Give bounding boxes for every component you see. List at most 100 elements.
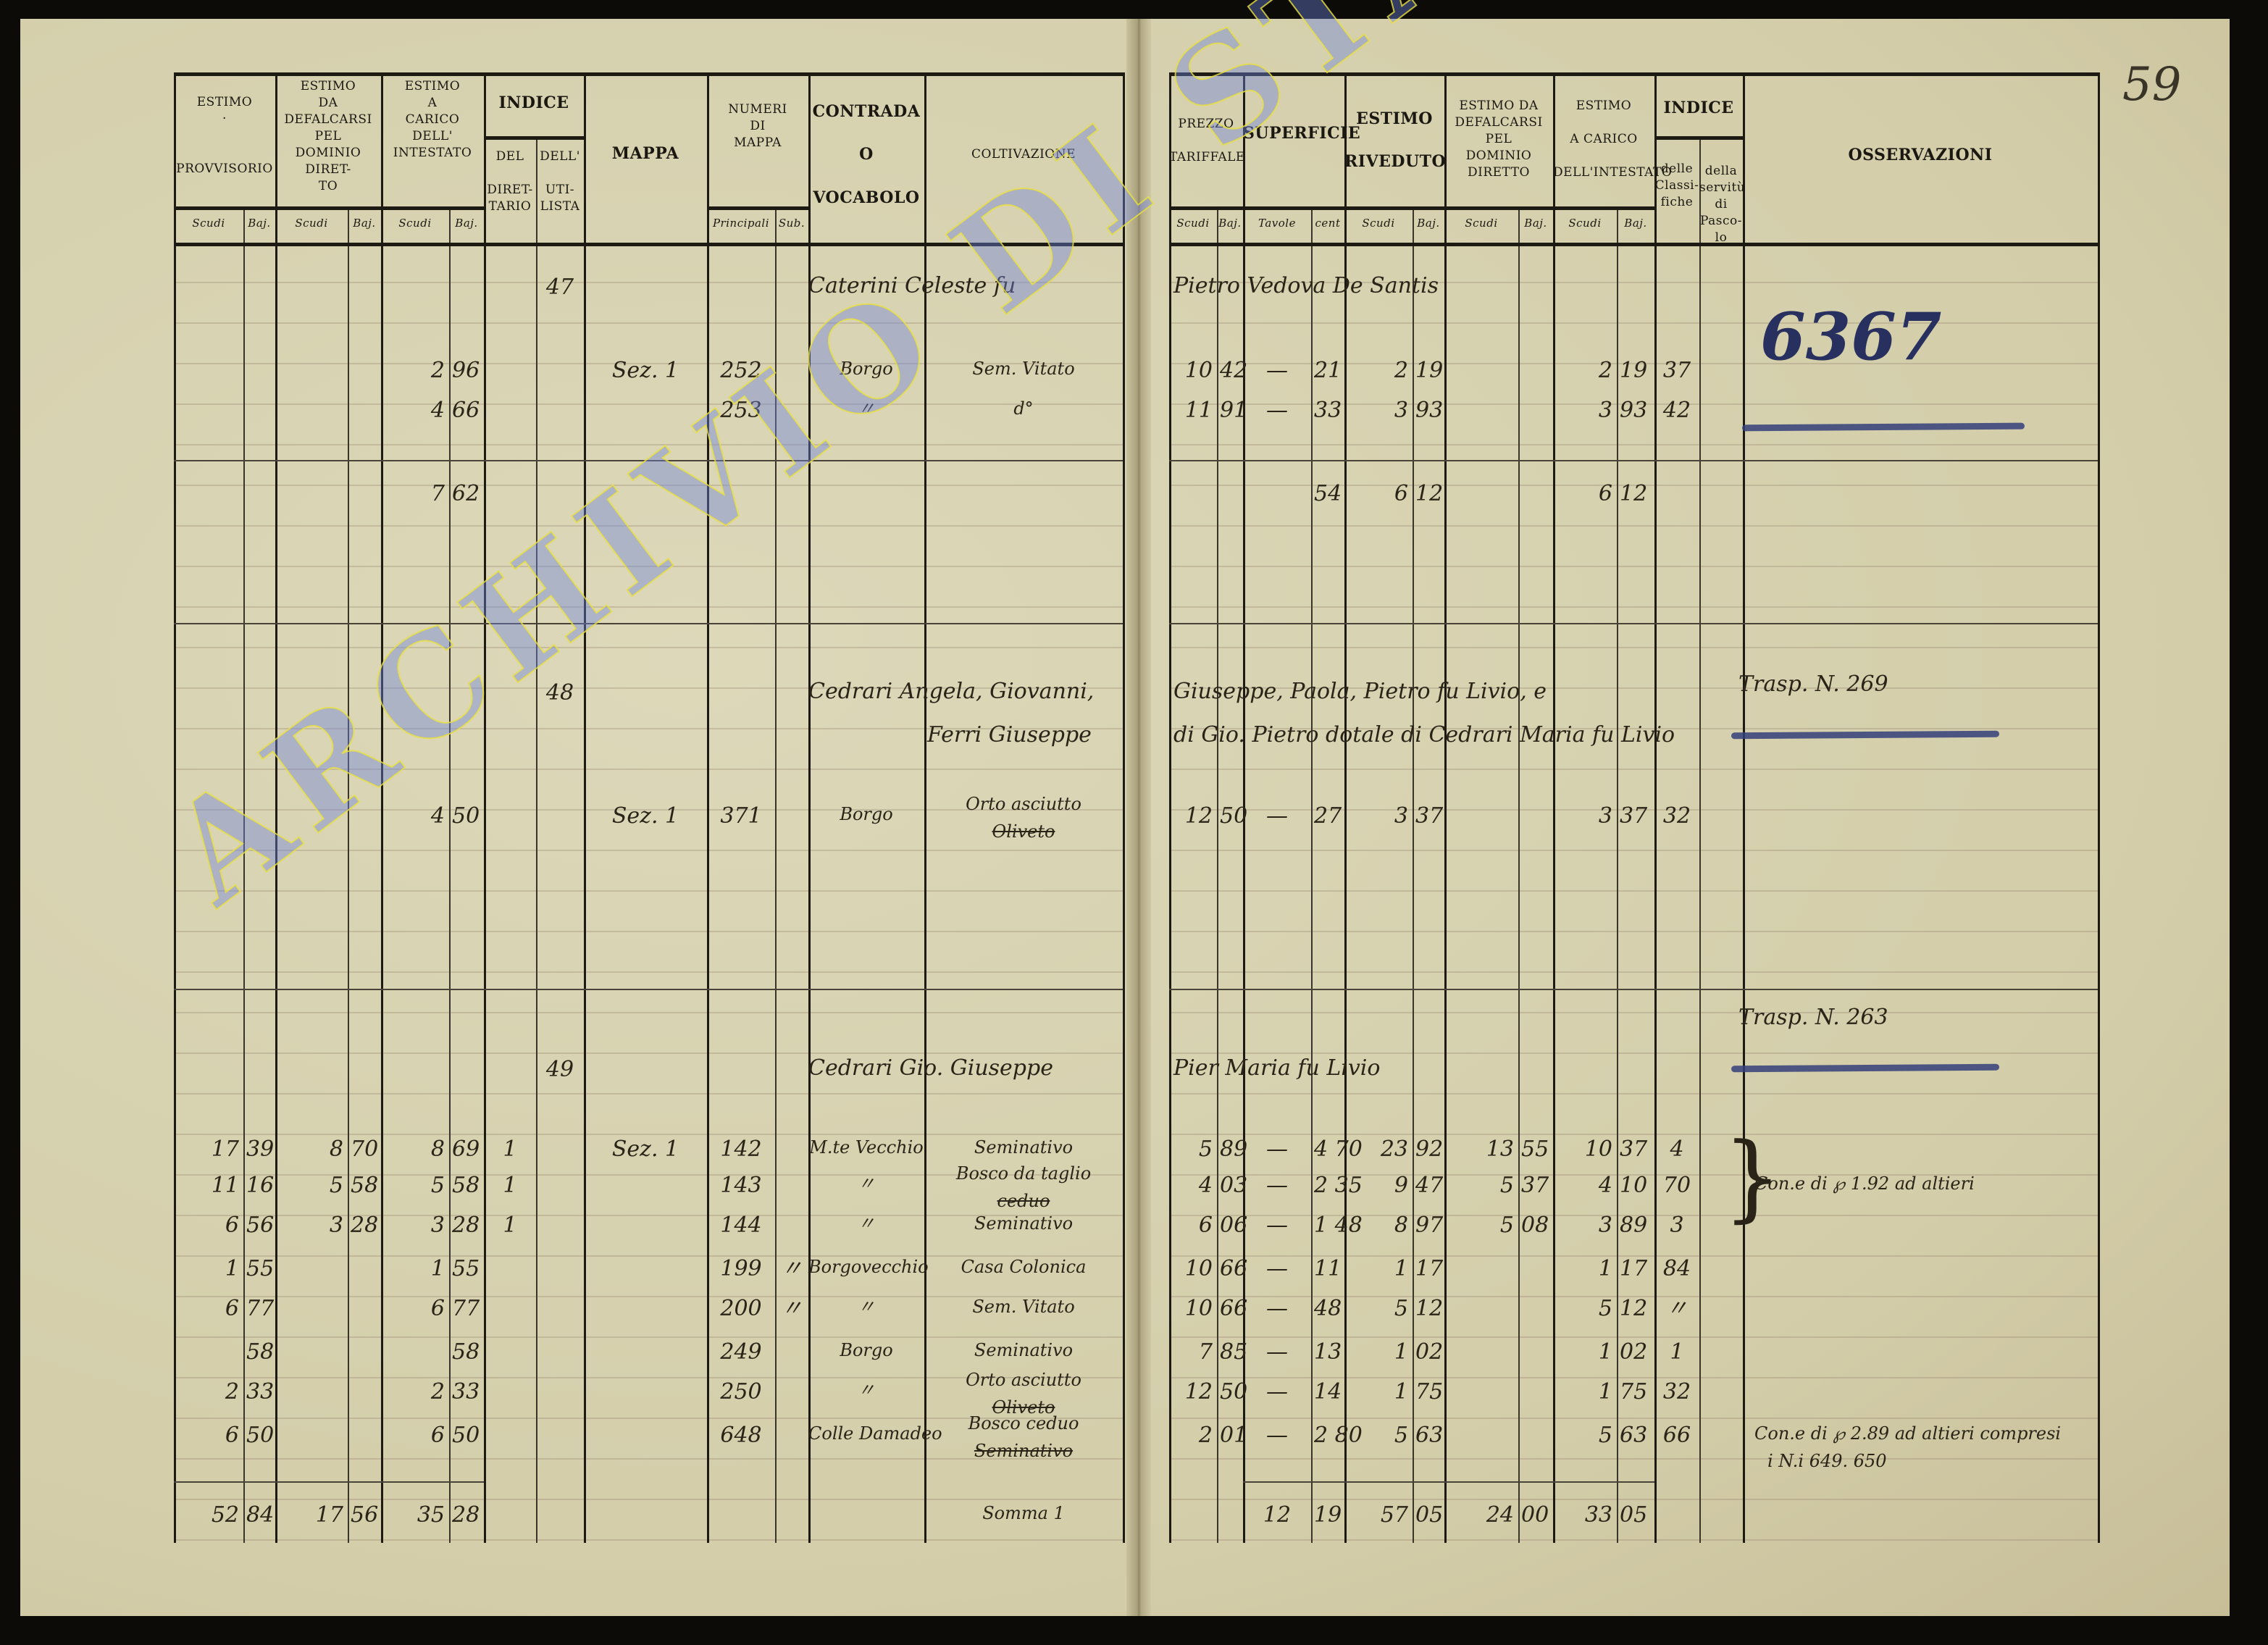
cell-riv-s: 5 (1394, 1296, 1408, 1321)
cell-prezzo-b: 91 (1220, 398, 1248, 423)
cell-rdef-b: 55 (1521, 1137, 1549, 1162)
column-header: ESTIMO · PROVVISORIO (176, 95, 273, 176)
observation-note: i N.i 649. 650 (1767, 1451, 1887, 1471)
column-rule-thin (1699, 138, 1701, 1543)
row-separator (1243, 1481, 1654, 1483)
transfer-note: Trasp. N. 269 (1738, 671, 1888, 697)
cell-car-b: 33 (452, 1379, 480, 1405)
column-rule (707, 72, 709, 1543)
cell-riv-b: 92 (1415, 1137, 1444, 1162)
indice-rule (1654, 136, 1743, 140)
table-top-rule (174, 72, 1123, 76)
cell-riv-s: 3 (1394, 398, 1408, 423)
cell-prezzo-b: 50 (1220, 1379, 1248, 1405)
cell-sup-c: 2 35 (1314, 1173, 1363, 1198)
cell-prov-s: 6 (225, 1423, 239, 1448)
cell-riv-b: 12 (1415, 1296, 1444, 1321)
cell-riv-b: 12 (1415, 481, 1444, 506)
cell-car-b: 62 (452, 481, 480, 506)
column-rule (1344, 72, 1347, 1543)
crayon-note: 6367 (1760, 298, 1942, 375)
column-rule (584, 72, 586, 1543)
cell-num-pr: 199 (720, 1256, 762, 1281)
cell-rdef-s: 24 (1486, 1502, 1514, 1528)
cell-classi: 66 (1662, 1423, 1691, 1448)
column-header: cent (1315, 217, 1341, 230)
cell-contrada: 〃 (858, 398, 875, 419)
column-header: Scudi (1465, 217, 1498, 230)
cell-coltiv: Casa Colonica (961, 1257, 1087, 1277)
cell-car-b: 50 (452, 1423, 480, 1448)
struck-cultivation: Oliveto (992, 1397, 1055, 1418)
owner-name: Cedrari Gio. Giuseppe (808, 1055, 1053, 1081)
cell-num-pr: 252 (720, 358, 762, 383)
cell-rcar-b: 19 (1620, 358, 1648, 383)
cell-sup-t: — (1266, 1379, 1288, 1405)
cell-car-s: 6 (430, 1296, 445, 1321)
column-header: ESTIMO DA DEFALCARSI PEL DOMINIO DIRET- … (284, 79, 372, 193)
cell-rcar-b: 12 (1620, 1296, 1648, 1321)
cell-rcar-s: 33 (1584, 1502, 1612, 1528)
cell-contrada: M.te Vecchio (809, 1137, 924, 1158)
cell-rcar-s: 3 (1598, 1213, 1612, 1238)
cell-num-pr: 250 (720, 1379, 762, 1405)
column-header: della servitù di Pasco- lo (1699, 164, 1746, 245)
cell-prezzo-s: 10 (1184, 358, 1213, 383)
struck-cultivation: Seminativo (974, 1441, 1074, 1461)
cell-sup-t: 12 (1263, 1502, 1292, 1528)
cell-sup-t: — (1266, 1213, 1288, 1238)
cell-car-s: 35 (417, 1502, 445, 1528)
cell-classi: 42 (1662, 398, 1691, 423)
cell-sup-t: — (1266, 1339, 1288, 1365)
cell-num-sub: 〃 (781, 1296, 803, 1321)
column-rule (1553, 72, 1555, 1543)
cell-car-b: 69 (452, 1137, 480, 1162)
cell-prezzo-b: 85 (1220, 1339, 1248, 1365)
cell-coltiv: Sem. Vitato (972, 1297, 1075, 1317)
cell-rdef-b: 08 (1521, 1213, 1549, 1238)
cell-prov-s: 6 (225, 1296, 239, 1321)
cell-prov-s: 2 (225, 1379, 239, 1405)
cell-rcar-b: 89 (1620, 1213, 1648, 1238)
cell-classi: 32 (1662, 803, 1691, 829)
cell-riv-b: 17 (1415, 1256, 1444, 1281)
cell-rcar-s: 5 (1598, 1296, 1612, 1321)
cell-sup-t: — (1266, 1423, 1288, 1448)
ruled-lines-right (1169, 243, 2098, 1543)
cell-rcar-b: 93 (1620, 398, 1648, 423)
cell-car-s: 1 (430, 1256, 445, 1281)
cell-riv-s: 5 (1394, 1423, 1408, 1448)
header-bottom-rule (174, 243, 1123, 246)
struck-cultivation: ceduo (997, 1191, 1050, 1211)
cell-oss: Con.e di ℘ 2.89 ad altieri compresi (1754, 1423, 2062, 1444)
cell-rcar-b: 75 (1620, 1379, 1648, 1405)
cell-car-s: 5 (430, 1173, 445, 1198)
cell-car-b: 66 (452, 398, 480, 423)
cell-num-pr: 249 (720, 1339, 762, 1365)
cell-num-pr: 144 (720, 1213, 762, 1238)
column-rule (1743, 72, 1745, 1543)
cell-prov-s: 52 (211, 1502, 239, 1528)
column-header: Scudi (295, 217, 328, 230)
cell-rdef-s: 5 (1499, 1213, 1514, 1238)
subheader-rule (1169, 206, 1654, 210)
cell-prov-b: 56 (246, 1213, 275, 1238)
table-top-rule (1169, 72, 2098, 76)
cell-prezzo-b: 89 (1220, 1137, 1248, 1162)
cell-rdef-b: 00 (1521, 1502, 1549, 1528)
cell-riv-s: 23 (1380, 1137, 1408, 1162)
column-header: Scudi (1568, 217, 1602, 230)
cell-num-pr: 648 (720, 1423, 762, 1448)
cell-prezzo-s: 7 (1198, 1339, 1213, 1365)
column-rule-thin (348, 210, 349, 1543)
column-header: Principali (712, 217, 770, 230)
cell-riv-b: 19 (1415, 358, 1444, 383)
column-rule-thin (243, 210, 245, 1543)
column-header: OSSERVAZIONI (1848, 146, 1993, 164)
cell-coltiv: Seminativo (974, 1340, 1074, 1360)
transfer-note: Trasp. N. 263 (1738, 1005, 1888, 1030)
cell-num-pr: 142 (720, 1137, 762, 1162)
cell-prov-b: 50 (246, 1423, 275, 1448)
cell-prezzo-s: 10 (1184, 1296, 1213, 1321)
cell-classi: 32 (1662, 1379, 1691, 1405)
